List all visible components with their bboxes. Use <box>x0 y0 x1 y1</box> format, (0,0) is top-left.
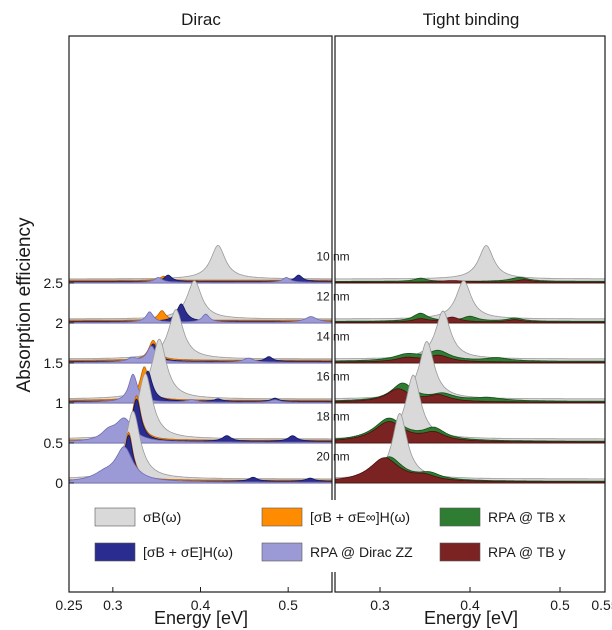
series-group-left <box>69 244 332 484</box>
xtick-label-left-1: 0.3 <box>103 597 123 613</box>
legend-background <box>72 500 602 572</box>
legend-label-rpa_tb_x: RPA @ TB x <box>488 509 566 525</box>
ytick-label-4: 2 <box>55 315 63 331</box>
y-axis-label: Absorption efficiency <box>14 217 35 392</box>
legend-label-sigma_E_inf: [σB + σE∞]H(ω) <box>310 509 410 525</box>
area-right-sigma_B-0 <box>335 245 605 284</box>
plot-area: 10 nm 12 nm 14 nm 16 nm 18 nm 20 nm 0.25 0.3 0.4… <box>44 35 612 613</box>
xtick-label-left-3: 0.5 <box>278 597 298 613</box>
size-label-bg-3 <box>314 368 352 384</box>
area-left-sigma_B-2 <box>69 308 332 364</box>
legend-swatch-sigma_E <box>94 542 136 562</box>
area-left-rpa_dirac-2 <box>69 345 332 364</box>
legend-swatch-rpa_tb_y <box>439 542 481 562</box>
size-label-bg-1 <box>314 288 352 304</box>
size-label-0: 10 nm <box>316 250 349 264</box>
area-right-sigma_B-3 <box>335 341 605 404</box>
xtick-label-left-0: 0.25 <box>55 597 82 613</box>
size-label-bg-5 <box>314 448 352 464</box>
area-right-rpa_tb_y-1 <box>335 316 605 324</box>
size-label-4: 18 nm <box>316 410 349 424</box>
panel-title-tight-binding: Tight binding <box>423 10 520 29</box>
area-right-rpa_tb_x-1 <box>335 312 605 324</box>
x-axis-label-right: Energy [eV] <box>424 608 518 628</box>
area-left-sigma_E-2 <box>69 343 332 364</box>
legend-swatch-rpa_tb_x <box>439 507 481 527</box>
area-left-rpa_dirac-5 <box>69 446 332 484</box>
area-right-rpa_tb_y-3 <box>335 388 605 404</box>
area-right-rpa_tb_y-0 <box>335 279 605 284</box>
legend-label-sigma_E: [σB + σE]H(ω) <box>143 544 233 560</box>
size-label-bg-2 <box>314 328 352 344</box>
size-label-1: 12 nm <box>316 290 349 304</box>
area-left-sigma_B-0 <box>69 244 332 284</box>
area-left-rpa_dirac-1 <box>69 311 332 324</box>
area-right-rpa_tb_y-2 <box>335 354 605 364</box>
size-label-5: 20 nm <box>316 450 349 464</box>
legend-label-rpa_dirac: RPA @ Dirac ZZ <box>310 544 413 560</box>
size-label-bg-4 <box>314 408 352 424</box>
area-left-sigma_E_inf-2 <box>69 339 332 364</box>
size-label-2: 14 nm <box>316 330 349 344</box>
area-left-sigma_B-1 <box>69 280 332 324</box>
ytick-label-0: 0 <box>55 475 63 491</box>
area-left-rpa_dirac-0 <box>69 276 332 284</box>
legend-swatch-sigma_E_inf <box>261 507 303 527</box>
legend-label-rpa_tb_y: RPA @ TB y <box>488 544 566 560</box>
panel-title-dirac: Dirac <box>181 10 221 29</box>
ytick-label-1: 0.5 <box>44 435 64 451</box>
area-left-rpa_dirac-3 <box>69 373 332 404</box>
x-axis-label-left: Energy [eV] <box>154 608 248 628</box>
xtick-label-left-2: 0.4 <box>191 597 211 613</box>
series-group-right <box>335 245 605 484</box>
area-right-rpa_tb_y-5 <box>335 457 605 484</box>
size-label-bg-0 <box>314 248 352 264</box>
area-right-sigma_B-2 <box>335 310 605 364</box>
legend: σB(ω) [σB + σE∞]H(ω) RPA @ TB x [σB + σE]H(… <box>72 500 602 572</box>
ytick-label-3: 1.5 <box>44 355 64 371</box>
ytick-label-2: 1 <box>55 395 63 411</box>
xtick-label-right-1: 0.4 <box>460 597 480 613</box>
xtick-label-right-3: 0.55 <box>591 597 612 613</box>
area-right-sigma_B-1 <box>335 280 605 324</box>
xtick-label-right-2: 0.5 <box>550 597 570 613</box>
size-label-3: 16 nm <box>316 370 349 384</box>
xtick-label-right-0: 0.3 <box>370 597 390 613</box>
area-left-sigma_B-3 <box>69 338 332 404</box>
legend-swatch-sigma_B <box>94 507 136 527</box>
ytick-label-5: 2.5 <box>44 275 64 291</box>
legend-swatch-rpa_dirac <box>261 542 303 562</box>
legend-label-sigma_B: σB(ω) <box>143 509 181 525</box>
